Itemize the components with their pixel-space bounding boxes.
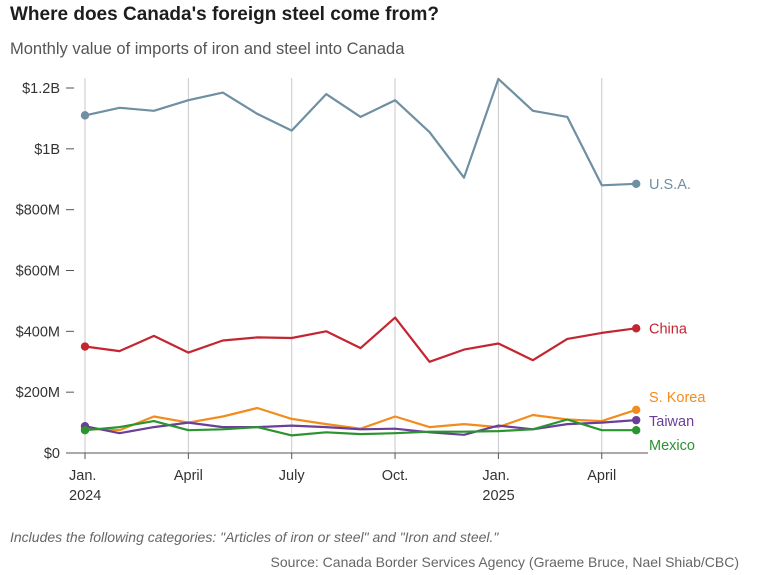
y-tick-label: $1.2B <box>22 81 60 97</box>
series-end-dot <box>632 324 641 333</box>
x-tick-label: Oct. <box>382 468 409 484</box>
x-tick-label-year: 2024 <box>69 488 101 504</box>
series-line-usa <box>84 77 637 187</box>
y-tick-label: $400M <box>16 324 60 340</box>
y-tick-label: $1B <box>34 142 60 158</box>
series-end-dot <box>632 425 641 435</box>
series-end-dot <box>632 415 641 425</box>
series-line-china <box>84 316 637 363</box>
x-tick-label: April <box>174 468 203 484</box>
chart-subtitle: Monthly value of imports of iron and ste… <box>10 40 405 58</box>
series-start-dot <box>80 425 90 435</box>
series-label: Mexico <box>649 438 695 454</box>
x-tick-label-year: 2025 <box>482 488 514 504</box>
series-end-dot <box>632 405 641 415</box>
x-tick-label: Jan. <box>69 468 96 484</box>
series-label: Taiwan <box>649 414 694 430</box>
series-line-mexico <box>84 418 637 437</box>
series-line-taiwan <box>84 419 637 436</box>
series-label: U.S.A. <box>649 177 691 193</box>
series-start-dot <box>80 342 90 351</box>
x-tick-label: April <box>587 468 616 484</box>
y-tick-label: $200M <box>16 385 60 401</box>
chart-source: Source: Canada Border Services Agency (G… <box>270 554 739 570</box>
y-tick-label: $600M <box>16 264 60 280</box>
chart-title: Where does Canada's foreign steel come f… <box>10 4 439 25</box>
y-tick-label: $800M <box>16 203 60 219</box>
x-tick-label: July <box>279 468 306 484</box>
series-end-dot <box>632 179 641 189</box>
x-tick-label: Jan. <box>482 468 509 484</box>
series-label: S. Korea <box>649 390 706 406</box>
series-label: China <box>649 321 688 337</box>
series-start-dot <box>80 111 90 120</box>
chart-note: Includes the following categories: "Arti… <box>10 529 499 545</box>
y-tick-label: $0 <box>44 446 60 462</box>
